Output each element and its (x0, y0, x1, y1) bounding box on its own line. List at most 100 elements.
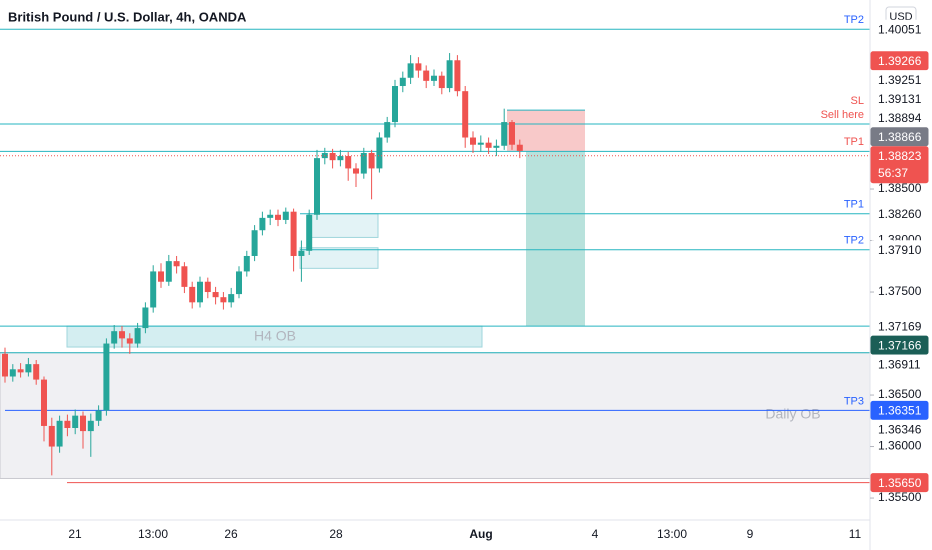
candle-body (493, 145, 500, 148)
candle-body (259, 217, 266, 231)
candle-body (87, 420, 94, 432)
level-label: TP2 (844, 235, 864, 247)
x-tick-label: 21 (68, 527, 82, 541)
price-tag (870, 70, 929, 90)
candle-body (251, 230, 258, 256)
candle-body (119, 331, 125, 339)
price-tag-label: 1.35650 (878, 476, 922, 490)
y-tick-label: 1.37500 (878, 284, 922, 298)
price-tag-label: 1.38894 (878, 111, 922, 125)
candle-body (158, 271, 164, 282)
level-label: Sell here (821, 109, 864, 121)
chart-title: British Pound / U.S. Dollar, 4h, OANDA (8, 9, 247, 24)
candle-body (368, 152, 375, 169)
candle-body (142, 307, 149, 329)
price-tag (870, 19, 929, 39)
price-tag-label: 1.38866 (878, 130, 922, 144)
candle-body (415, 63, 422, 71)
candle-body (462, 91, 469, 138)
candle-body (228, 294, 235, 303)
candle-body (197, 281, 203, 303)
candle-body (360, 152, 367, 174)
candle-body (25, 364, 32, 373)
price-tag (870, 240, 929, 260)
candle-body (290, 211, 297, 256)
price-tag-label: 1.37910 (878, 243, 922, 257)
candle-body (72, 415, 79, 429)
plot-area: H4 OB Daily OB TP2 SL Sell here TP1 TP1 TP2 TP3 (0, 14, 871, 484)
candle-body (485, 142, 492, 148)
price-tag-label: 1.38260 (878, 207, 922, 221)
candle-body (17, 369, 24, 373)
price-tag (870, 89, 929, 109)
countdown: 56:37 (878, 166, 908, 180)
price-tag (870, 400, 929, 420)
candle-body (103, 343, 110, 411)
candle-body (298, 250, 305, 256)
x-tick-label: 26 (224, 527, 238, 541)
price-tag-label: 1.36911 (878, 357, 921, 371)
candle-body (165, 261, 172, 282)
candle-body (181, 266, 188, 287)
x-tick-label: 4 (592, 527, 599, 541)
zone (299, 247, 379, 269)
candle-body (399, 77, 406, 87)
candle-body (384, 122, 391, 138)
candle-body (509, 122, 515, 145)
price-tag (870, 127, 929, 147)
y-tick-label: 1.35500 (878, 490, 922, 504)
candle-body (438, 75, 445, 89)
candle-body (126, 338, 133, 344)
candle-body (33, 364, 40, 380)
candle-body (134, 328, 141, 344)
x-tick-label: Aug (469, 527, 492, 541)
candle-body (454, 60, 461, 92)
candle-body (80, 415, 86, 432)
price-tag (870, 108, 929, 128)
candle-body (477, 142, 484, 145)
price-tag-label: 1.39131 (878, 92, 922, 106)
candle-body (353, 168, 359, 174)
candle-body (189, 286, 196, 303)
level-label: TP3 (844, 395, 864, 407)
zone-label: H4 OB (254, 327, 296, 343)
candle-body (64, 420, 71, 429)
candle-body (212, 292, 219, 298)
price-tag-label: 1.38823 (878, 149, 922, 163)
candle-body (41, 379, 47, 426)
x-tick-label: 13:00 (657, 527, 687, 541)
candle-body (470, 137, 476, 145)
candle-body (501, 122, 508, 146)
price-tag (870, 316, 929, 336)
price-tag (870, 335, 929, 355)
x-tick-label: 13:00 (138, 527, 168, 541)
candle-body (431, 75, 437, 81)
candle-body (345, 156, 352, 169)
candle-body (220, 297, 227, 303)
candle-body (2, 353, 8, 377)
price-tag (870, 51, 929, 71)
candle-body (407, 63, 414, 78)
candle-body (9, 369, 16, 377)
price-tag (870, 473, 929, 493)
candle-body (376, 137, 383, 169)
candle-body (236, 271, 242, 295)
candle-body (267, 214, 274, 218)
price-tag (870, 419, 929, 439)
price-tag (870, 354, 929, 374)
price-tag-label: 1.37166 (878, 338, 922, 352)
price-tag (870, 204, 929, 224)
price-tag-label: 1.37169 (878, 319, 922, 333)
candle-body (111, 331, 118, 344)
zone (0, 352, 871, 479)
price-tag (870, 146, 929, 184)
price-tag-label: 1.40051 (878, 22, 922, 36)
zone-label: Daily OB (765, 405, 820, 421)
level-label: TP1 (844, 136, 864, 148)
candle-body (173, 261, 180, 267)
x-tick-label: 28 (329, 527, 343, 541)
candle-body (275, 214, 281, 220)
candle-body (446, 60, 453, 89)
